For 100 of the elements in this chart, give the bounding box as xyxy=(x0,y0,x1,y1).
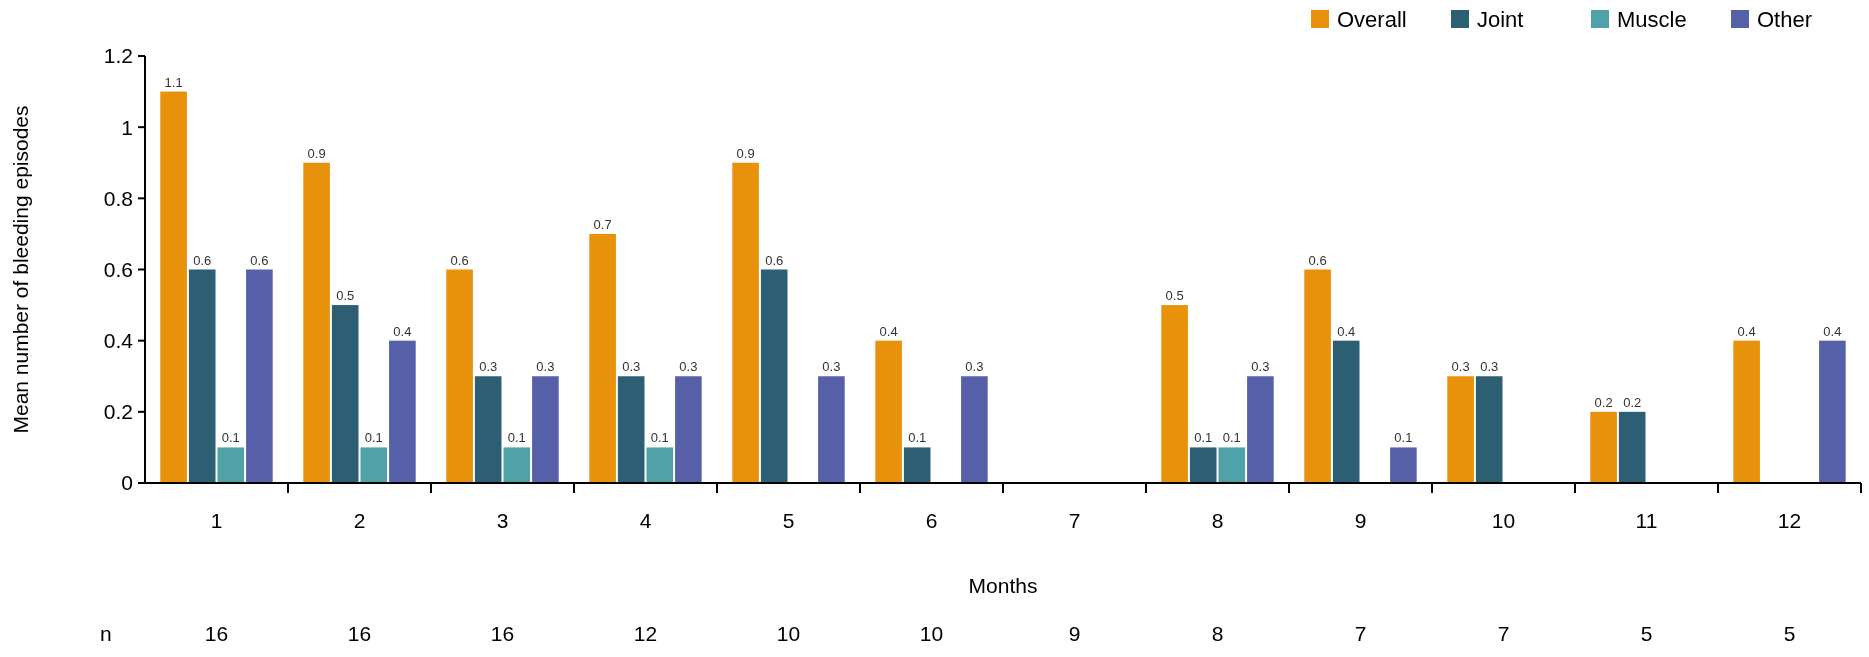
legend-label: Joint xyxy=(1477,6,1524,32)
bar xyxy=(1218,447,1246,483)
bar xyxy=(474,376,502,483)
legend-label: Overall xyxy=(1337,6,1407,32)
text: 12 xyxy=(633,622,658,645)
x-tick-label: 5 xyxy=(782,509,795,532)
text: 5 xyxy=(1640,622,1653,645)
bar xyxy=(760,269,788,483)
bar xyxy=(389,340,416,483)
data-label: 0.1 xyxy=(1222,430,1241,446)
text: 10 xyxy=(776,622,801,645)
data-label: 0.4 xyxy=(879,323,898,339)
bar xyxy=(303,162,330,483)
x-tick-label: 2 xyxy=(353,509,366,532)
data-label: 0.2 xyxy=(1623,394,1642,410)
data-label: 0.4 xyxy=(1823,323,1842,339)
bar xyxy=(818,376,845,483)
bar xyxy=(503,447,531,483)
y-tick-label: 0.2 xyxy=(103,400,133,424)
text: 7 xyxy=(1354,622,1367,645)
data-label: 0.2 xyxy=(1594,394,1613,410)
data-label: 0.3 xyxy=(536,359,555,375)
x-tick-label: 12 xyxy=(1777,509,1802,532)
text: 16 xyxy=(204,622,229,645)
text: 9 xyxy=(1068,622,1081,645)
data-label: 1.1 xyxy=(164,74,183,90)
y-tick-label: 0 xyxy=(121,471,133,495)
bar xyxy=(675,376,702,483)
data-label: 0.5 xyxy=(1165,288,1184,304)
text: 7 xyxy=(1497,622,1510,645)
data-label: 0.1 xyxy=(650,430,669,446)
data-label: 0.6 xyxy=(193,252,212,268)
bar xyxy=(360,447,388,483)
bar xyxy=(646,447,674,483)
data-label: 0.3 xyxy=(822,359,841,375)
bar xyxy=(188,269,216,483)
bar xyxy=(961,376,988,483)
bar xyxy=(1189,447,1217,483)
data-label: 0.3 xyxy=(1251,359,1270,375)
bar xyxy=(1247,376,1274,483)
data-label: 0.3 xyxy=(1480,359,1499,375)
data-label: 0.1 xyxy=(1194,430,1213,446)
text: 8 xyxy=(1211,622,1224,645)
x-tick-label: 4 xyxy=(639,509,652,532)
data-label: 0.6 xyxy=(250,252,269,268)
bar xyxy=(1390,447,1417,483)
x-tick-label: 10 xyxy=(1491,509,1516,532)
data-label: 0.3 xyxy=(965,359,984,375)
bar xyxy=(1618,411,1646,483)
text: 5 xyxy=(1783,622,1796,645)
bar xyxy=(1447,376,1474,483)
data-label: 0.9 xyxy=(736,145,755,161)
bar xyxy=(589,233,616,483)
bar xyxy=(1733,340,1760,483)
text: 16 xyxy=(347,622,372,645)
data-label: 0.4 xyxy=(393,323,412,339)
text: 16 xyxy=(490,622,515,645)
bar xyxy=(1819,340,1846,483)
bar xyxy=(617,376,645,483)
data-label: 0.1 xyxy=(364,430,383,446)
legend-label: Muscle xyxy=(1617,6,1687,32)
x-tick-label: 1 xyxy=(210,509,223,532)
y-tick-label: 0.6 xyxy=(103,257,133,281)
x-tick-label: 7 xyxy=(1068,509,1081,532)
data-label: 0.3 xyxy=(679,359,698,375)
y-tick-label: 1.2 xyxy=(103,44,133,68)
data-label: 0.9 xyxy=(307,145,326,161)
data-label: 0.4 xyxy=(1737,323,1756,339)
bar xyxy=(160,91,187,483)
data-label: 0.6 xyxy=(450,252,469,268)
data-label: 0.7 xyxy=(593,216,612,232)
x-tick-label: 11 xyxy=(1635,509,1658,532)
x-tick-label: 9 xyxy=(1354,509,1367,532)
bar xyxy=(246,269,273,483)
text: n xyxy=(100,622,112,645)
data-label: 0.4 xyxy=(1337,323,1356,339)
data-label: 0.3 xyxy=(622,359,641,375)
data-label: 0.3 xyxy=(1451,359,1470,375)
data-label: 0.5 xyxy=(336,288,355,304)
data-label: 0.1 xyxy=(1394,430,1413,446)
bar xyxy=(903,447,931,483)
data-label: 0.6 xyxy=(1308,252,1327,268)
bar xyxy=(1475,376,1503,483)
data-label: 0.3 xyxy=(479,359,498,375)
x-tick-label: 6 xyxy=(925,509,938,532)
y-tick-label: 0.8 xyxy=(103,186,133,210)
x-tick-label: 8 xyxy=(1211,509,1224,532)
y-tick-label: 0.4 xyxy=(103,329,134,353)
bar xyxy=(732,162,759,483)
legend-label: Other xyxy=(1757,6,1813,32)
bar xyxy=(532,376,559,483)
bar xyxy=(446,269,473,483)
bar xyxy=(331,305,359,483)
data-label: 0.1 xyxy=(908,430,927,446)
x-axis-title: Months xyxy=(968,574,1038,597)
data-label: 0.1 xyxy=(221,430,240,446)
text: 10 xyxy=(919,622,944,645)
bar xyxy=(1304,269,1331,483)
data-label: 0.6 xyxy=(765,252,784,268)
bar xyxy=(875,340,902,483)
